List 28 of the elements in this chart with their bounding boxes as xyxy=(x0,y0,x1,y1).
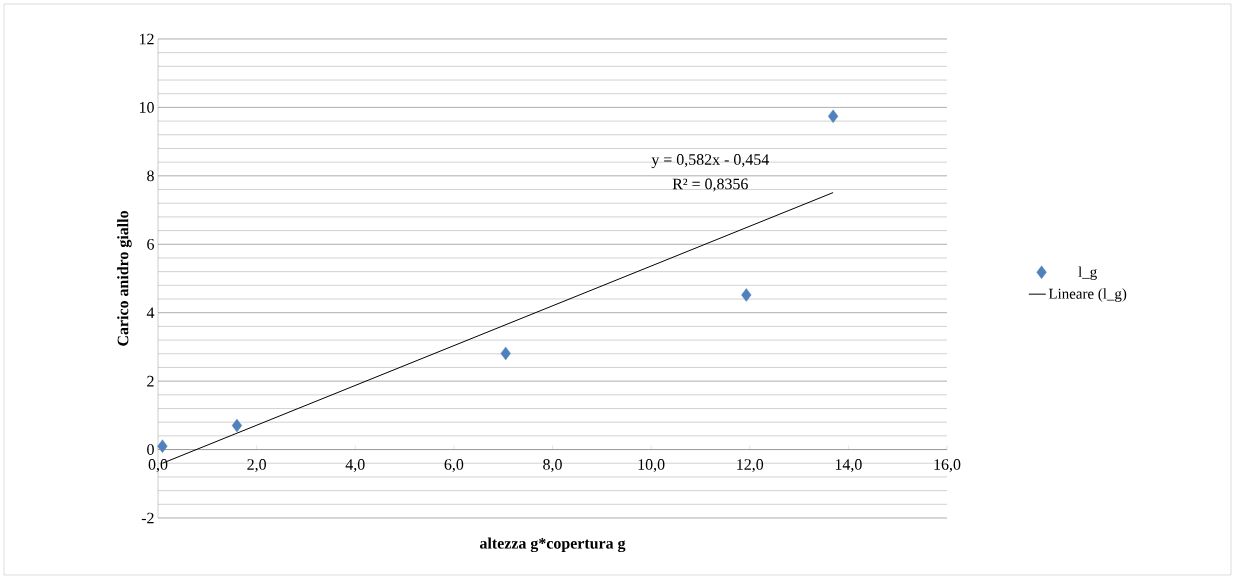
annotation: y = 0,582x - 0,454 xyxy=(651,154,769,169)
x-tick-label: 10,0 xyxy=(638,459,665,473)
x-tick-label: 8,0 xyxy=(543,459,562,473)
y-tick-label: 6 xyxy=(147,238,155,250)
x-tick-label: 16,0 xyxy=(934,459,961,473)
point xyxy=(157,439,168,453)
y-tick-label: 0 xyxy=(147,444,154,455)
y-tick-label: 10 xyxy=(139,102,154,113)
point xyxy=(741,288,752,302)
legend-label: l_g xyxy=(1078,266,1097,280)
y-tick-label: 8 xyxy=(147,170,154,182)
x-tick-label: 6,0 xyxy=(444,459,464,473)
x-tick-label: 12,0 xyxy=(737,459,764,473)
point xyxy=(828,109,839,124)
x-axis-title: altezza g*copertura g xyxy=(480,537,626,553)
y-tick-label: 12 xyxy=(139,33,154,45)
point xyxy=(500,346,511,361)
y-tick-label: 4 xyxy=(146,307,155,318)
x-tick-label: 2,0 xyxy=(247,459,266,473)
x-tick-label: 4,0 xyxy=(345,459,365,473)
y-axis-title: Carico anidro giallo xyxy=(117,211,132,346)
legend-label: Lineare (l_g) xyxy=(1048,288,1127,302)
annotation: R² = 0,8356 xyxy=(672,178,748,192)
x-tick-label: 0,0 xyxy=(148,459,168,473)
point xyxy=(231,418,242,433)
x-tick-label: 14,0 xyxy=(835,459,862,473)
y-tick-label: 2 xyxy=(147,375,154,387)
y-tick-label: -2 xyxy=(141,512,154,524)
